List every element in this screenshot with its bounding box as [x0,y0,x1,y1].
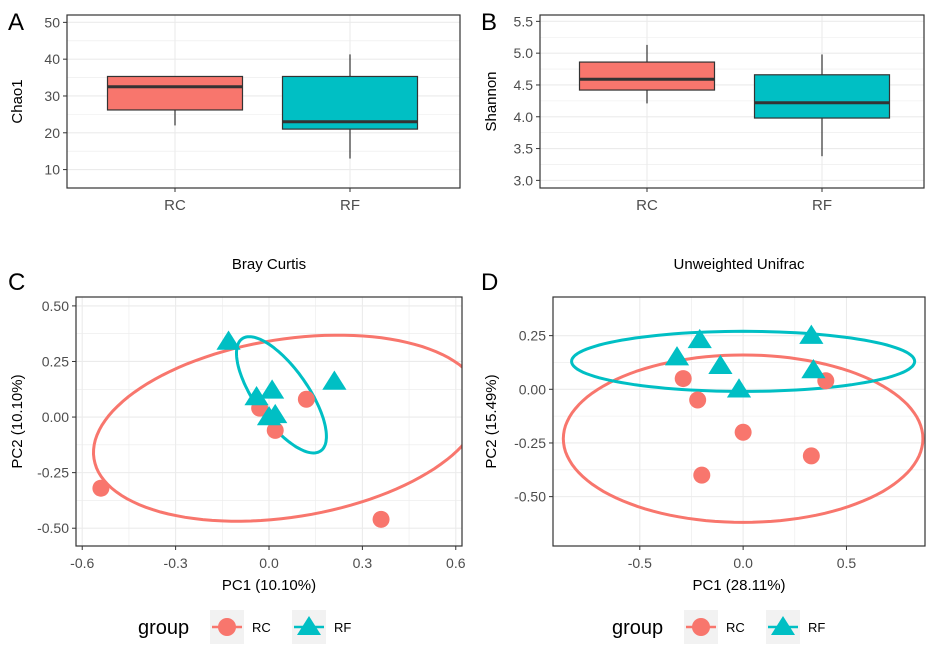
y-tick-label: 20 [44,125,60,141]
x-tick-label: 0.6 [446,555,466,571]
y-tick-label: 3.0 [514,172,534,188]
point-rc [734,423,752,441]
x-axis-label: PC1 (10.10%) [222,577,316,594]
x-axis-label: PC1 (28.11%) [692,577,785,594]
x-tick-label: -0.3 [164,555,188,571]
legend-title: group [138,617,189,639]
point-rc [674,370,692,388]
y-tick-label: 0.00 [42,409,69,425]
plot-border [66,14,461,189]
ellipse-rc [561,353,925,524]
legend-label: RF [334,620,351,635]
point-rf [256,406,282,426]
y-tick-label: 50 [44,14,60,30]
panel-c: C -0.50 -0.25 0.00 0.25 0.50 PC2 (10.10%) -0.6 -… [8,256,466,594]
plot-title: Unweighted Unifrac [674,256,805,273]
panel-b: B 3.0 3.5 4.0 4.5 5.0 5.5 Shannon RC RF [481,9,925,214]
legend: group RC RF [138,610,351,644]
point-rc [802,447,820,465]
ellipses [91,333,462,523]
panel-letter: B [481,9,497,36]
y-tick-label: 0.25 [42,353,69,369]
y-tick-label: 4.0 [514,109,534,125]
y-tick-label: 5.0 [514,45,534,61]
y-tick-label: -0.50 [514,489,546,505]
y-tick-label: 30 [44,88,60,104]
y-axis-label: Chao1 [9,79,26,123]
x-tick-label: RF [340,197,360,214]
legend-triangle-icon [297,616,321,635]
x-tick-label: 0.3 [353,555,373,571]
point-rc [92,479,110,497]
y-axis-label: PC2 (10.10%) [9,374,26,468]
x-tick-label: -0.6 [70,555,94,571]
plot-border [539,14,925,189]
point-rf [708,354,733,374]
point-rc [266,421,284,439]
ellipse-rc [91,333,462,523]
y-tick-label: -0.25 [514,435,546,451]
panel-letter: D [481,269,498,296]
legend: group RC RF [612,610,825,644]
point-rf [799,324,824,344]
y-axis-label: PC2 (15.49%) [483,374,500,468]
point-rf [664,346,690,366]
legend-triangle-icon [771,616,795,635]
legend-label: RC [252,620,271,635]
panel-letter: A [8,9,24,36]
point-rc [689,391,707,409]
x-tick-label: RC [636,197,658,214]
x-tick-label: -0.5 [628,555,652,571]
y-axis-label: Shannon [483,71,500,131]
y-tick-label: 0.50 [42,298,69,314]
y-tick-label: 5.5 [514,13,534,29]
y-tick-label: 4.5 [514,77,534,93]
y-tick-label: -0.50 [37,520,69,536]
point-rf [726,378,752,398]
plot-title: Bray Curtis [232,256,306,273]
legend-title: group [612,617,663,639]
panel-d: D -0.50 -0.25 0.00 0.25 PC2 (15.49%) -0.5 0.0 0.… [481,256,926,594]
point-rf [244,386,269,406]
legend-circle-icon [692,618,710,636]
box-rc [578,61,716,91]
point-rf [801,358,826,379]
gridlines [553,297,925,546]
y-tick-label: 10 [44,162,60,178]
point-rf [322,370,347,390]
x-tick-label: 0.5 [837,555,857,571]
plot-border [75,296,463,547]
point-rf [260,379,285,399]
point-rc [693,466,711,484]
ellipse-rf [235,335,328,455]
x-tick-label: 0.0 [259,555,279,571]
legend-label: RF [808,620,825,635]
x-tick-label: RC [164,197,186,214]
panel-letter: C [8,269,25,296]
y-tick-label: 0.00 [519,381,546,397]
y-tick-label: 40 [44,51,60,67]
legend-label: RC [726,620,745,635]
box-rc [106,75,244,111]
panel-a: A 10 20 30 40 50 Chao1 RC RF [8,9,461,214]
point-rc [297,390,315,408]
point-rf [687,328,712,349]
y-tick-label: -0.25 [37,465,69,481]
x-tick-label: 0.0 [733,555,753,571]
point-rf [216,330,241,350]
legend-circle-icon [218,618,236,636]
x-tick-label: RF [812,197,832,214]
point-rc [372,510,390,528]
box-rf [753,74,891,119]
y-tick-label: 0.25 [519,328,546,344]
y-tick-label: 3.5 [514,141,534,157]
plot-border [552,296,926,547]
